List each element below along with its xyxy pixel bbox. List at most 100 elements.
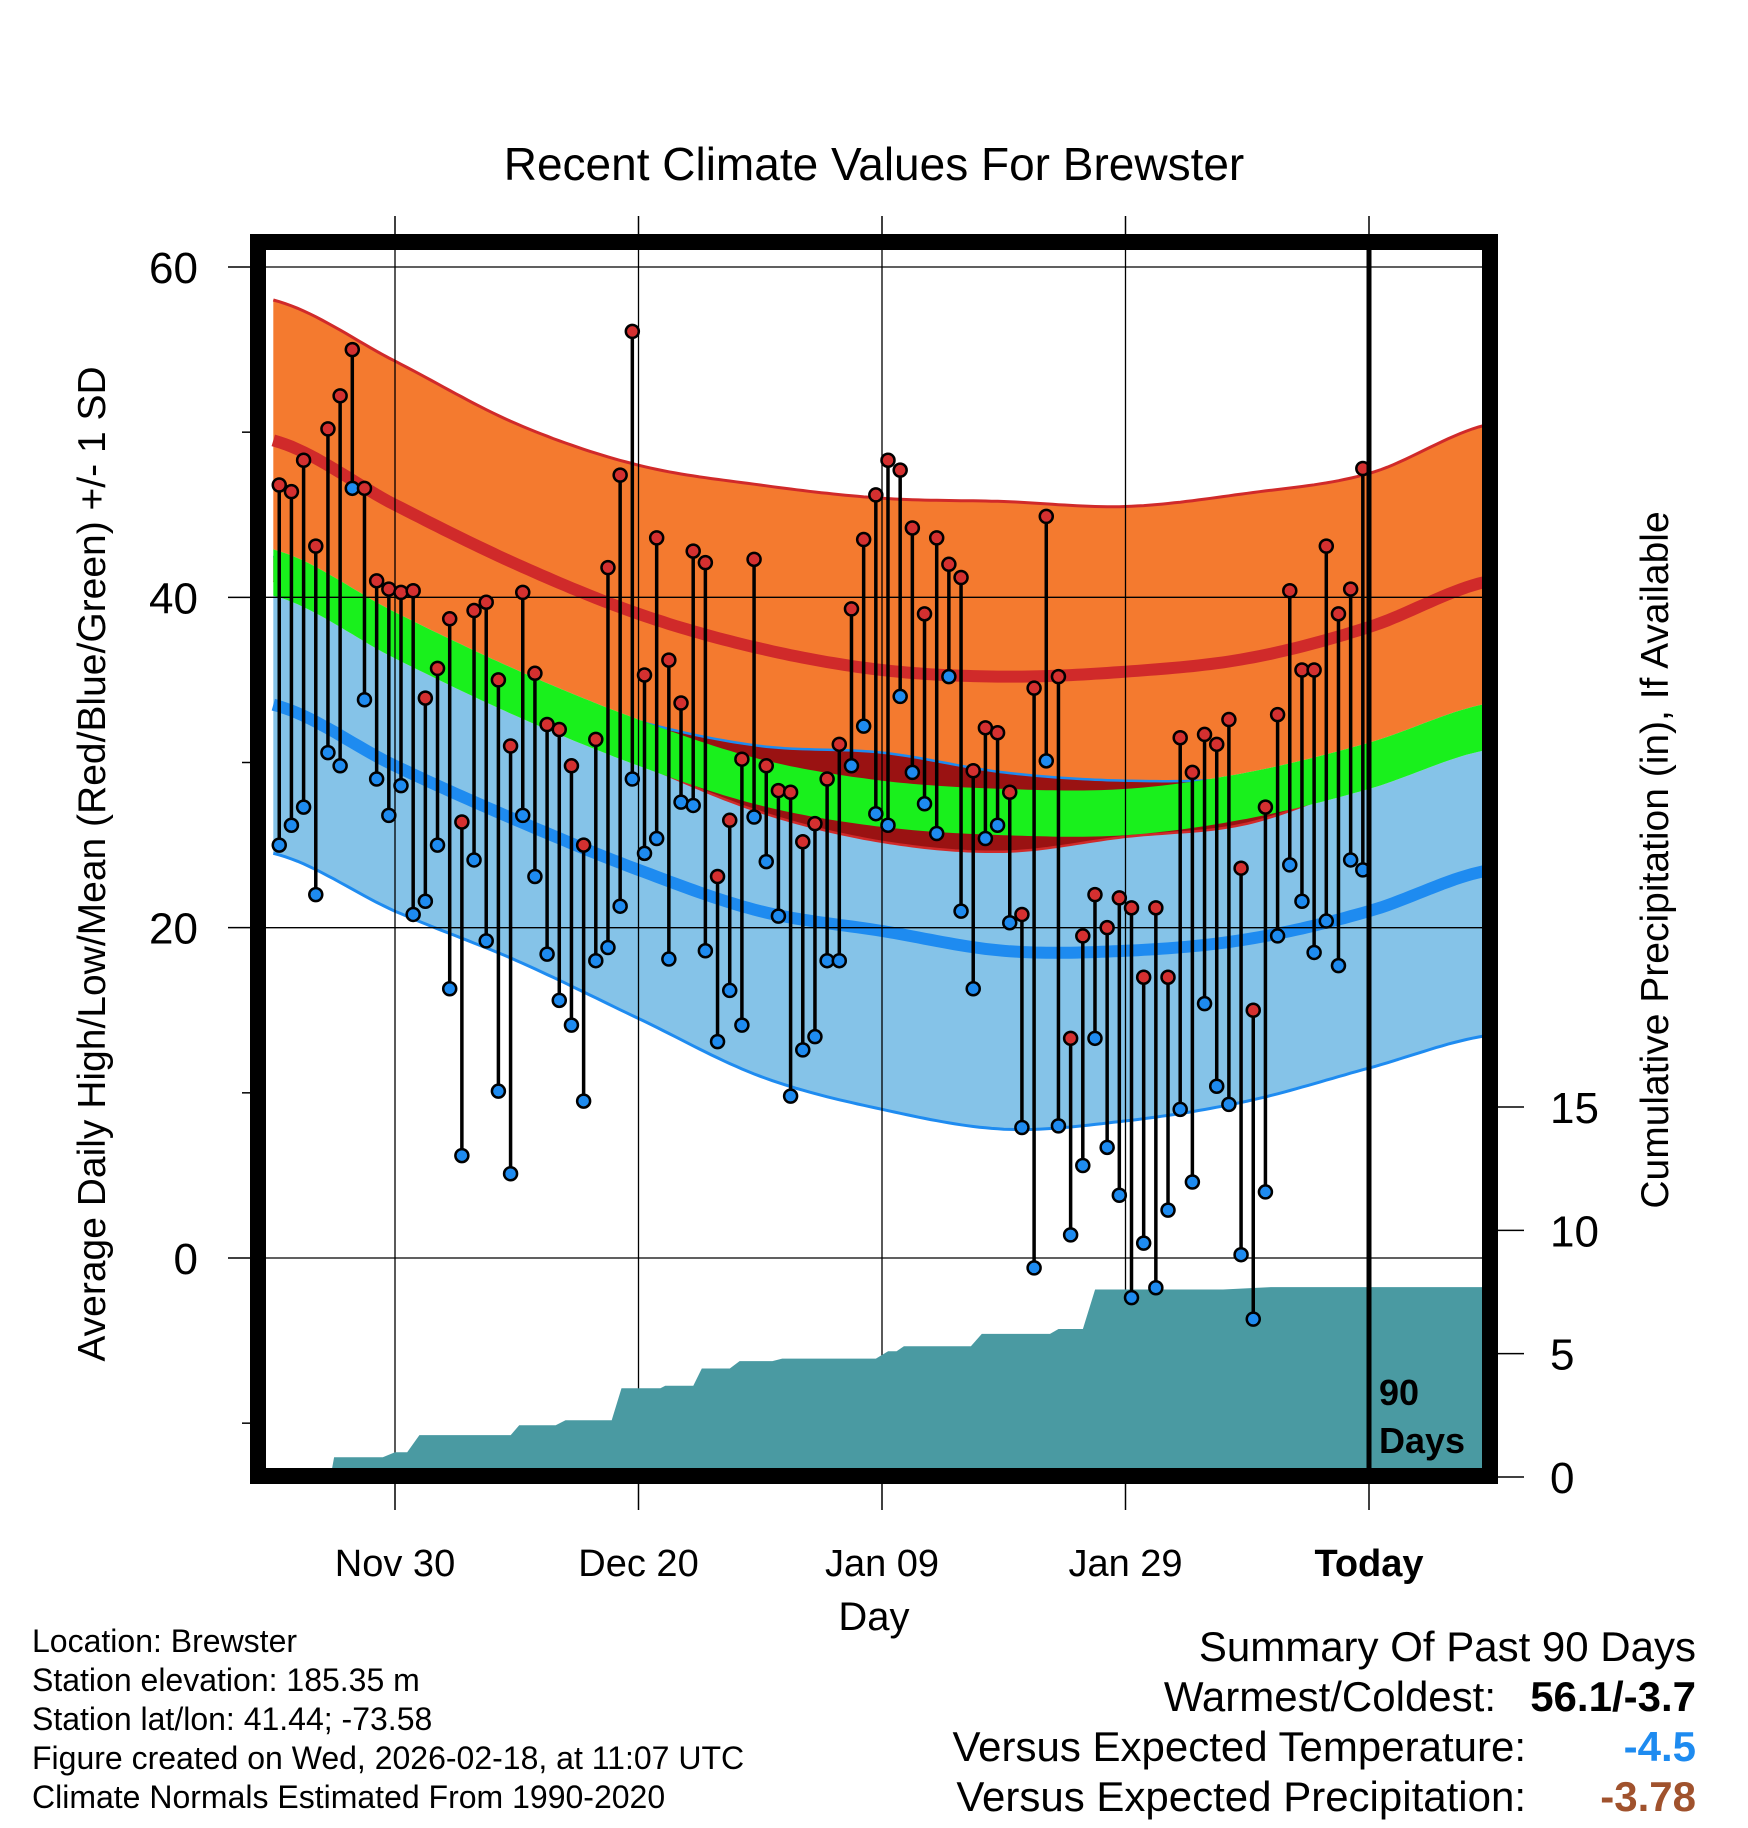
- high-temp-point: [807, 815, 823, 832]
- low-temp-point: [551, 992, 568, 1009]
- low-temp-point: [271, 837, 287, 853]
- high-temp-point: [685, 543, 701, 559]
- low-temp-point: [977, 830, 994, 847]
- low-temp-point: [1135, 1235, 1152, 1251]
- y-axis-label: Average Daily High/Low/Mean (Red/Blue/Gr…: [71, 366, 114, 1361]
- high-temp-point: [709, 868, 726, 885]
- x-tick-label: Nov 30: [335, 1543, 455, 1585]
- high-temp-point: [320, 421, 336, 437]
- created-text: Figure created on Wed, 2026-02-18, at 11…: [32, 1740, 745, 1776]
- high-temp-point: [636, 667, 653, 683]
- low-temp-point: [1087, 1030, 1103, 1047]
- high-temp-point: [1062, 1030, 1079, 1047]
- low-temp-point: [770, 908, 787, 924]
- plot-frame: [250, 234, 1498, 1484]
- high-temp-point: [1282, 582, 1298, 599]
- high-temp-point: [1330, 606, 1347, 622]
- low-temp-point: [782, 1088, 799, 1104]
- precip-row: Versus Expected Precipitation: -3.78: [952, 1772, 1696, 1822]
- warmest-label: Warmest/Coldest:: [1163, 1673, 1496, 1720]
- high-temp-point: [1026, 680, 1042, 696]
- low-temp-point: [709, 1033, 726, 1050]
- high-temp-point: [868, 487, 884, 503]
- low-temp-point: [1196, 995, 1213, 1012]
- low-temp-point: [1208, 1078, 1225, 1094]
- summary-panel: Summary Of Past 90 Days Warmest/Coldest:…: [952, 1622, 1696, 1822]
- low-temp-point: [332, 758, 348, 774]
- high-temp-point: [502, 738, 519, 754]
- high-temp-point: [1111, 890, 1128, 906]
- high-temp-point: [819, 771, 835, 787]
- high-temp-point: [393, 584, 409, 601]
- low-temp-point: [515, 807, 531, 824]
- latlon-text: Station lat/lon: 41.44; -73.58: [32, 1701, 433, 1737]
- location-text: Location: Brewster: [32, 1623, 298, 1659]
- y-tick-label: 0: [174, 1235, 198, 1284]
- low-temp-point: [1282, 857, 1298, 873]
- low-temp-point: [308, 886, 324, 903]
- low-temp-point: [953, 903, 969, 919]
- low-temp-point: [904, 764, 921, 781]
- high-temp-point: [1099, 919, 1115, 936]
- high-temp-point: [271, 477, 287, 493]
- high-temp-point: [417, 690, 434, 706]
- high-temp-point: [1342, 581, 1359, 597]
- low-temp-point: [1221, 1096, 1237, 1113]
- low-temp-point: [368, 771, 385, 787]
- low-temp-point: [758, 853, 774, 870]
- warmest-row: Warmest/Coldest: 56.1/-3.7: [952, 1672, 1696, 1722]
- high-temp-point: [734, 751, 750, 767]
- high-temp-point: [356, 480, 373, 497]
- low-temp-point: [843, 758, 860, 774]
- high-temp-point: [1014, 906, 1030, 923]
- high-temp-point: [697, 554, 714, 571]
- high-temp-point: [490, 672, 507, 688]
- low-temp-point: [1050, 1118, 1067, 1134]
- temp-value: -4.5: [1623, 1723, 1696, 1770]
- temperature-stems: [271, 323, 1371, 1327]
- high-temp-point: [332, 388, 348, 404]
- low-temp-point: [539, 946, 555, 962]
- low-temp-point: [1075, 1157, 1091, 1174]
- low-temp-point: [478, 933, 494, 949]
- high-temp-point: [344, 341, 361, 358]
- low-temp-point: [1062, 1227, 1079, 1243]
- low-temp-point: [381, 807, 397, 824]
- low-temp-point: [648, 830, 665, 847]
- x-axis-label: Day: [838, 1595, 909, 1639]
- low-temp-point: [429, 837, 446, 853]
- chart-title: Recent Climate Values For Brewster: [504, 138, 1245, 190]
- precip-label: Versus Expected Precipitation:: [956, 1773, 1526, 1820]
- low-temp-point: [1111, 1187, 1128, 1203]
- low-temp-point: [1038, 753, 1055, 769]
- high-temp-point: [892, 462, 908, 478]
- high-temp-point: [575, 837, 592, 853]
- low-sd-band: [273, 595, 1486, 1130]
- high-temp-point: [308, 538, 324, 554]
- low-temp-point: [1184, 1174, 1201, 1190]
- high-temp-point: [563, 758, 580, 774]
- low-temp-point: [1099, 1139, 1115, 1156]
- high-temp-point: [588, 731, 604, 748]
- plot-border: [250, 234, 1498, 1484]
- y2-tick-label: 10: [1550, 1207, 1599, 1256]
- low-temp-point: [1306, 944, 1322, 961]
- low-temp-point: [295, 799, 312, 815]
- station-info: Location: Brewster Station elevation: 18…: [32, 1622, 744, 1817]
- high-temp-point: [1257, 799, 1274, 815]
- low-temp-point: [1026, 1260, 1042, 1276]
- high-temp-point: [405, 582, 421, 599]
- low-temp-point: [1294, 893, 1310, 909]
- high-temp-point: [1196, 726, 1213, 743]
- precip-value: -3.78: [1600, 1773, 1696, 1820]
- low-temp-point: [868, 805, 884, 822]
- x-tick-label: Jan 09: [825, 1543, 939, 1585]
- high-temp-point: [758, 758, 774, 774]
- y-tick-label: 20: [149, 905, 198, 954]
- high-temp-point: [600, 559, 616, 576]
- low-temp-point: [636, 845, 653, 862]
- low-temp-point: [490, 1083, 507, 1099]
- temp-label: Versus Expected Temperature:: [952, 1723, 1526, 1770]
- high-temp-point: [855, 531, 872, 548]
- high-temp-point: [904, 520, 921, 536]
